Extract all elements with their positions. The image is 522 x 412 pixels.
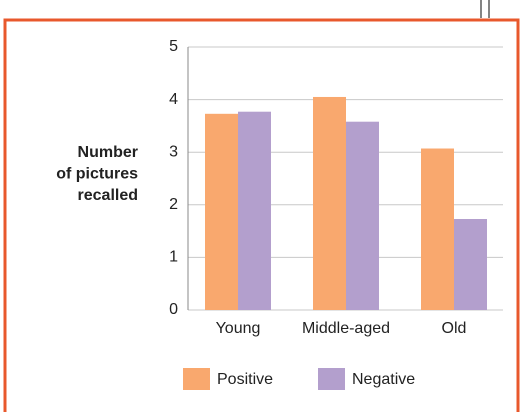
bar bbox=[238, 111, 271, 310]
y-tick-label: 2 bbox=[169, 196, 178, 213]
y-axis-label: of pictures bbox=[56, 166, 138, 183]
y-tick-label: 4 bbox=[169, 91, 178, 108]
y-tick-label: 1 bbox=[169, 249, 178, 266]
y-tick-label: 0 bbox=[169, 301, 178, 318]
bar bbox=[421, 148, 454, 310]
bar bbox=[313, 96, 346, 310]
x-tick-label: Young bbox=[216, 320, 261, 337]
bar bbox=[346, 121, 379, 310]
x-tick-label: Old bbox=[442, 320, 467, 337]
y-axis-label: recalled bbox=[78, 187, 138, 204]
y-tick-label: 3 bbox=[169, 143, 178, 160]
x-tick-label: Middle-aged bbox=[302, 320, 390, 337]
legend-label: Negative bbox=[352, 371, 415, 388]
legend-swatch bbox=[318, 368, 345, 390]
y-tick-label: 5 bbox=[169, 38, 178, 55]
legend-label: Positive bbox=[217, 371, 273, 388]
bar bbox=[205, 113, 238, 310]
legend-swatch bbox=[183, 368, 210, 390]
bar bbox=[454, 219, 487, 310]
frame bbox=[3, 18, 520, 412]
y-axis-label: Number bbox=[78, 144, 138, 161]
